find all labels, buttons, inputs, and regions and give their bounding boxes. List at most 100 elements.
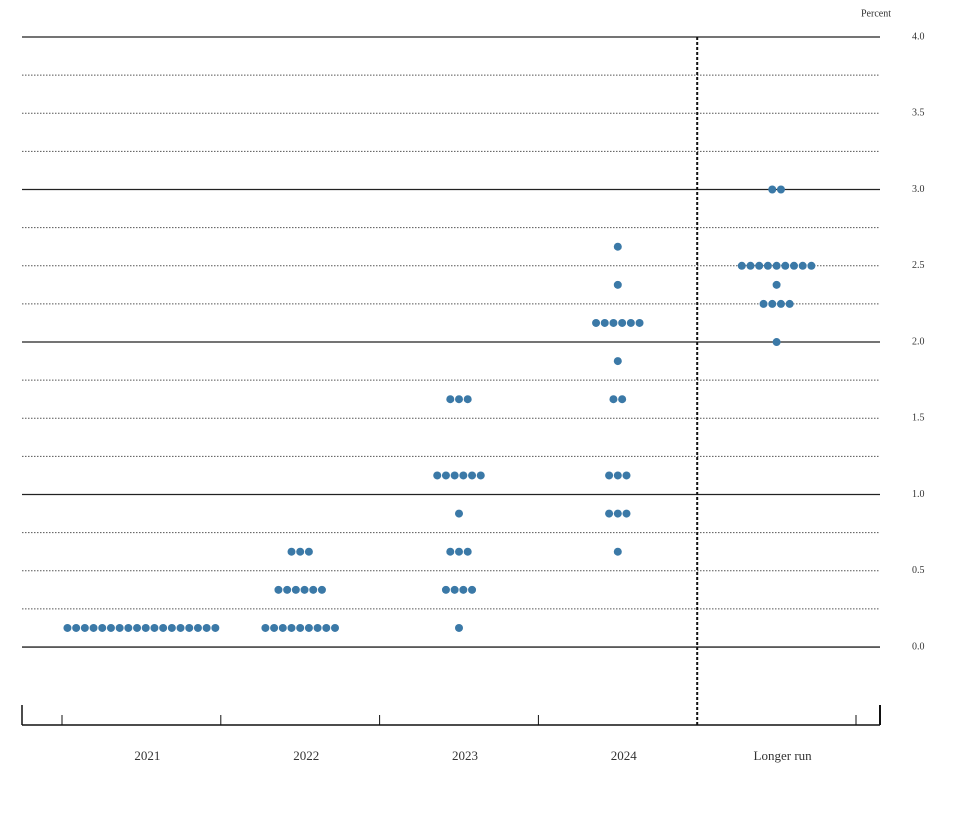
dot (613, 509, 622, 518)
dot (772, 338, 781, 347)
dot (455, 395, 463, 404)
dot (300, 585, 309, 594)
y-tick-label: 0.0 (912, 641, 925, 652)
dot (185, 623, 194, 632)
dot (211, 623, 220, 632)
x-tick-label: 2023 (452, 748, 478, 763)
dot (768, 299, 777, 308)
y-tick-label: 2.0 (912, 336, 925, 347)
y-tick-label: 3.0 (912, 184, 925, 195)
dot (463, 395, 472, 404)
dot (772, 280, 781, 289)
x-tick-label: 2022 (293, 748, 319, 763)
dot (798, 261, 807, 270)
dot (622, 471, 631, 480)
dot (755, 261, 764, 270)
dot (124, 623, 133, 632)
dot (781, 261, 790, 270)
dot (450, 471, 459, 480)
dot (193, 623, 202, 632)
dot (309, 585, 318, 594)
dot (441, 471, 450, 480)
y-tick-label: 0.5 (912, 565, 925, 576)
dot (261, 623, 270, 632)
dot (274, 585, 283, 594)
dot (63, 623, 72, 632)
dot (446, 395, 455, 404)
y-tick-label: 1.5 (912, 413, 925, 424)
dot (446, 547, 455, 556)
dot (322, 623, 331, 632)
dot (202, 623, 211, 632)
dot (304, 623, 313, 632)
dot (313, 623, 322, 632)
dot (600, 318, 609, 327)
dot (785, 299, 794, 308)
dot (106, 623, 115, 632)
dot (278, 623, 287, 632)
dot (618, 395, 627, 404)
dot (455, 623, 463, 632)
x-tick-label: 2021 (134, 748, 160, 763)
dot (609, 395, 618, 404)
dot (618, 318, 627, 327)
dot (768, 185, 777, 194)
dot (635, 318, 644, 327)
dot (141, 623, 150, 632)
dot (605, 509, 614, 518)
x-tick-label: 2024 (611, 748, 638, 763)
dot (468, 585, 477, 594)
dot (613, 471, 622, 480)
dot (72, 623, 81, 632)
dot (167, 623, 176, 632)
dot (287, 547, 296, 556)
dot (115, 623, 124, 632)
dot (772, 261, 781, 270)
y-tick-label: 3.5 (912, 108, 925, 119)
dot (613, 242, 622, 251)
dot (176, 623, 185, 632)
dot (790, 261, 798, 270)
dot (89, 623, 98, 632)
dot (746, 261, 755, 270)
dot (459, 585, 468, 594)
dot (455, 509, 463, 518)
dot (296, 547, 305, 556)
dot (737, 261, 746, 270)
dot (622, 509, 631, 518)
y-tick-label: 4.0 (912, 31, 925, 42)
dot (317, 585, 326, 594)
dot (807, 261, 816, 270)
dot (441, 585, 450, 594)
dot (592, 318, 601, 327)
dot (270, 623, 279, 632)
dot (159, 623, 168, 632)
dot (626, 318, 635, 327)
dot (613, 357, 622, 366)
dot (98, 623, 107, 632)
dot (450, 585, 459, 594)
dot (468, 471, 477, 480)
y-tick-label: 2.5 (912, 260, 925, 271)
x-tick-label: Longer run (754, 748, 813, 763)
dot (296, 623, 305, 632)
dot (291, 585, 300, 594)
dot (763, 261, 772, 270)
dot (476, 471, 485, 480)
dot (463, 547, 472, 556)
dot (776, 299, 785, 308)
dot (283, 585, 292, 594)
dot (150, 623, 159, 632)
dot (459, 471, 468, 480)
dot (759, 299, 768, 308)
dot (776, 185, 785, 194)
dot (605, 471, 614, 480)
dot (609, 318, 618, 327)
dot (133, 623, 142, 632)
dot (613, 547, 622, 556)
dot (331, 623, 339, 632)
dot (433, 471, 442, 480)
dot (613, 280, 622, 289)
y-tick-label: 1.0 (912, 489, 925, 500)
